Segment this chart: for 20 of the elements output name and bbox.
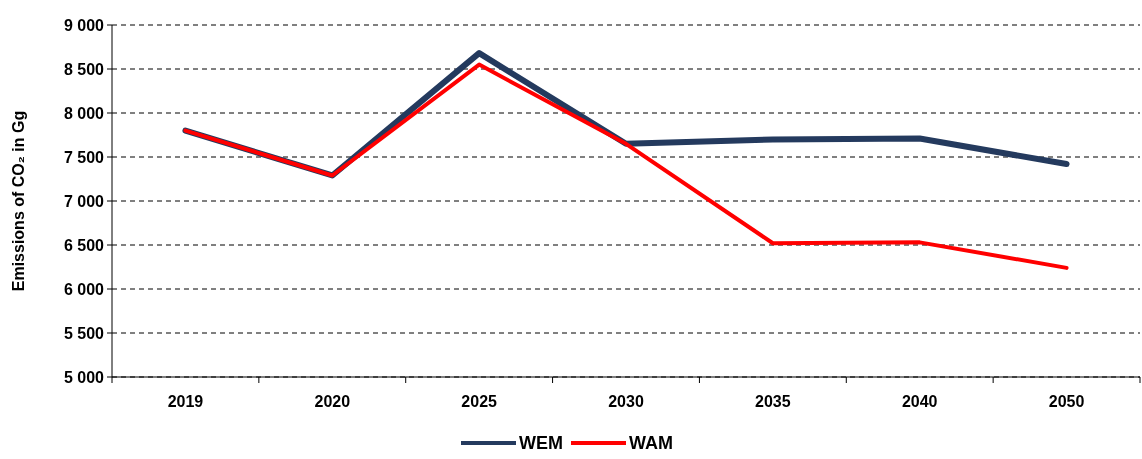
x-tick-label: 2030	[608, 393, 644, 410]
legend-label: WEM	[519, 433, 563, 453]
y-tick-label: 6 500	[63, 236, 105, 254]
y-tick-label: 5 500	[63, 324, 105, 342]
y-tick-label: 7 000	[63, 192, 105, 210]
x-tick-label: 2035	[755, 393, 791, 410]
x-tick-label: 2020	[314, 393, 351, 410]
x-tick-label: 2019	[167, 393, 204, 410]
y-axis-title: Emissions of CO₂ in Gg	[10, 110, 27, 292]
y-tick-label: 7 500	[63, 148, 105, 166]
line-series	[183, 62, 1069, 270]
y-tick-label: 8 500	[63, 60, 105, 78]
y-tick-label: 8 000	[63, 104, 105, 122]
x-tick-label: 2040	[901, 393, 938, 410]
legend-label: WAM	[629, 433, 673, 453]
y-tick-label: 6 000	[63, 280, 105, 298]
x-tick-label: 2050	[1048, 393, 1085, 410]
y-tick-label: 5 000	[63, 368, 105, 386]
y-tick-label: 9 000	[63, 16, 105, 34]
x-tick-label: 2025	[461, 393, 498, 410]
